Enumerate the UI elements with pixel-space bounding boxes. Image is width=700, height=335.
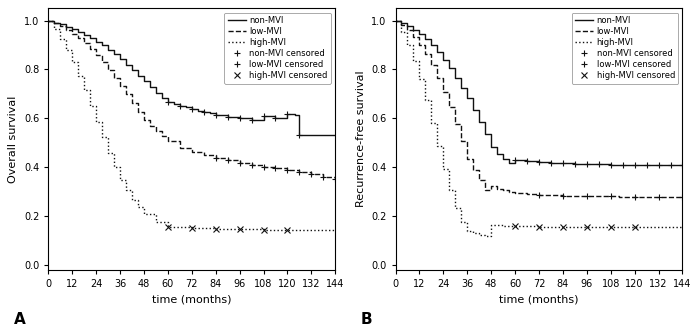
Legend: non-MVI, low-MVI, high-MVI, non-MVI censored, low-MVI censored, high-MVI censore: non-MVI, low-MVI, high-MVI, non-MVI cens… [572, 12, 678, 84]
Text: A: A [14, 313, 26, 328]
X-axis label: time (months): time (months) [152, 294, 232, 305]
Y-axis label: Recurrence-free survival: Recurrence-free survival [356, 71, 365, 207]
X-axis label: time (months): time (months) [499, 294, 579, 305]
Legend: non-MVI, low-MVI, high-MVI, non-MVI censored, low-MVI censored, high-MVI censore: non-MVI, low-MVI, high-MVI, non-MVI cens… [225, 12, 331, 84]
Y-axis label: Overall survival: Overall survival [8, 95, 18, 183]
Text: B: B [361, 313, 372, 328]
